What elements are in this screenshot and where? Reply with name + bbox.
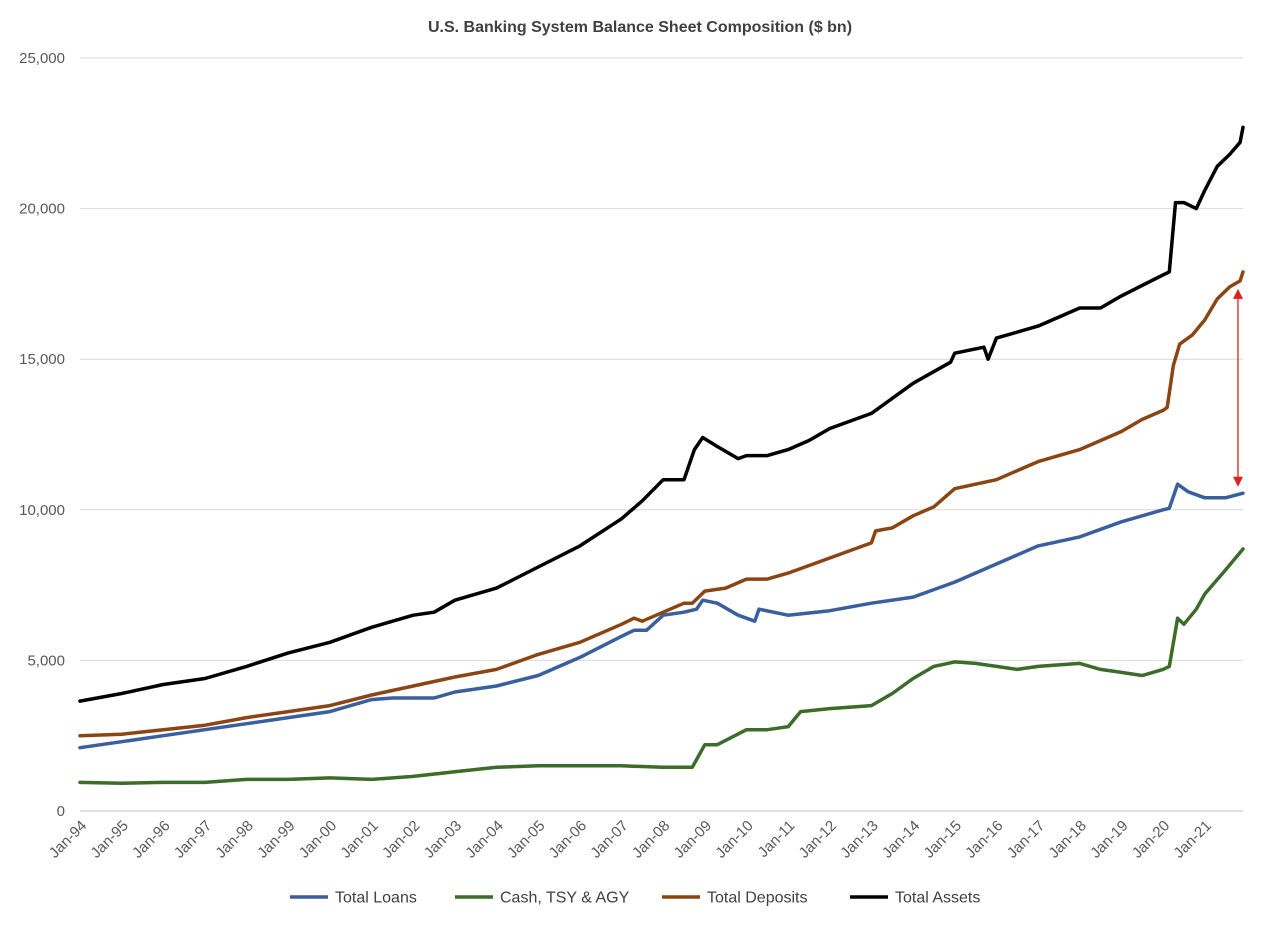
x-tick-label: Jan-05 [504,817,548,861]
x-tick-label: Jan-98 [212,817,256,861]
x-tick-label: Jan-96 [129,817,173,861]
x-tick-label: Jan-16 [962,817,1006,861]
x-tick-label: Jan-11 [755,817,799,861]
x-tick-label: Jan-99 [254,817,298,861]
series-line-3 [78,125,1245,703]
y-axis-ticks: 0 5,000 10,000 15,000 20,000 25,000 [19,50,65,820]
x-tick-label: Jan-09 [671,817,715,861]
x-tick-label: Jan-97 [171,817,215,861]
x-tick-label: Jan-21 [1170,817,1214,861]
x-tick-label: Jan-06 [546,817,590,861]
x-tick-label: Jan-20 [1129,817,1173,861]
series-line-2 [78,270,1245,738]
legend-label-0: Total Loans [335,890,417,907]
x-tick-label: Jan-10 [712,817,756,861]
x-tick-label: Jan-08 [629,817,673,861]
x-tick-label: Jan-02 [379,817,423,861]
annotation-arrowhead-bottom [1233,476,1244,487]
y-tick-label: 5,000 [27,652,65,669]
x-tick-label: Jan-19 [1087,817,1131,861]
annotation-arrowhead-top [1233,288,1244,299]
y-tick-label: 25,000 [19,50,65,67]
x-tick-label: Jan-03 [421,817,465,861]
x-tick-label: Jan-15 [921,817,965,861]
legend: Total Loans Cash, TSY & AGY Total Deposits… [290,890,980,907]
chart-title: U.S. Banking System Balance Sheet Compos… [428,19,852,36]
x-tick-label: Jan-18 [1046,817,1090,861]
x-tick-label: Jan-01 [337,817,381,861]
x-tick-label: Jan-04 [462,817,506,861]
series-lines [78,125,1245,786]
x-tick-label: Jan-13 [837,817,881,861]
x-tick-label: Jan-00 [296,817,340,861]
x-tick-label: Jan-94 [46,817,90,861]
series-line-1 [78,547,1245,786]
legend-label-3: Total Assets [895,890,980,907]
y-tick-label: 20,000 [19,201,65,218]
y-tick-label: 15,000 [19,351,65,368]
gridlines [80,57,1243,812]
annotation-arrow [1233,288,1244,487]
x-tick-label: Jan-95 [87,817,131,861]
legend-label-1: Cash, TSY & AGY [500,890,630,907]
x-axis-ticks: Jan-94Jan-95Jan-96Jan-97Jan-98Jan-99Jan-… [46,817,1215,861]
y-tick-label: 0 [57,803,65,820]
series-line-0 [78,482,1245,750]
y-tick-label: 10,000 [19,502,65,519]
x-tick-label: Jan-14 [879,817,923,861]
x-tick-label: Jan-07 [587,817,631,861]
legend-label-2: Total Deposits [707,890,808,907]
x-tick-label: Jan-17 [1004,817,1048,861]
x-tick-label: Jan-12 [796,817,840,861]
